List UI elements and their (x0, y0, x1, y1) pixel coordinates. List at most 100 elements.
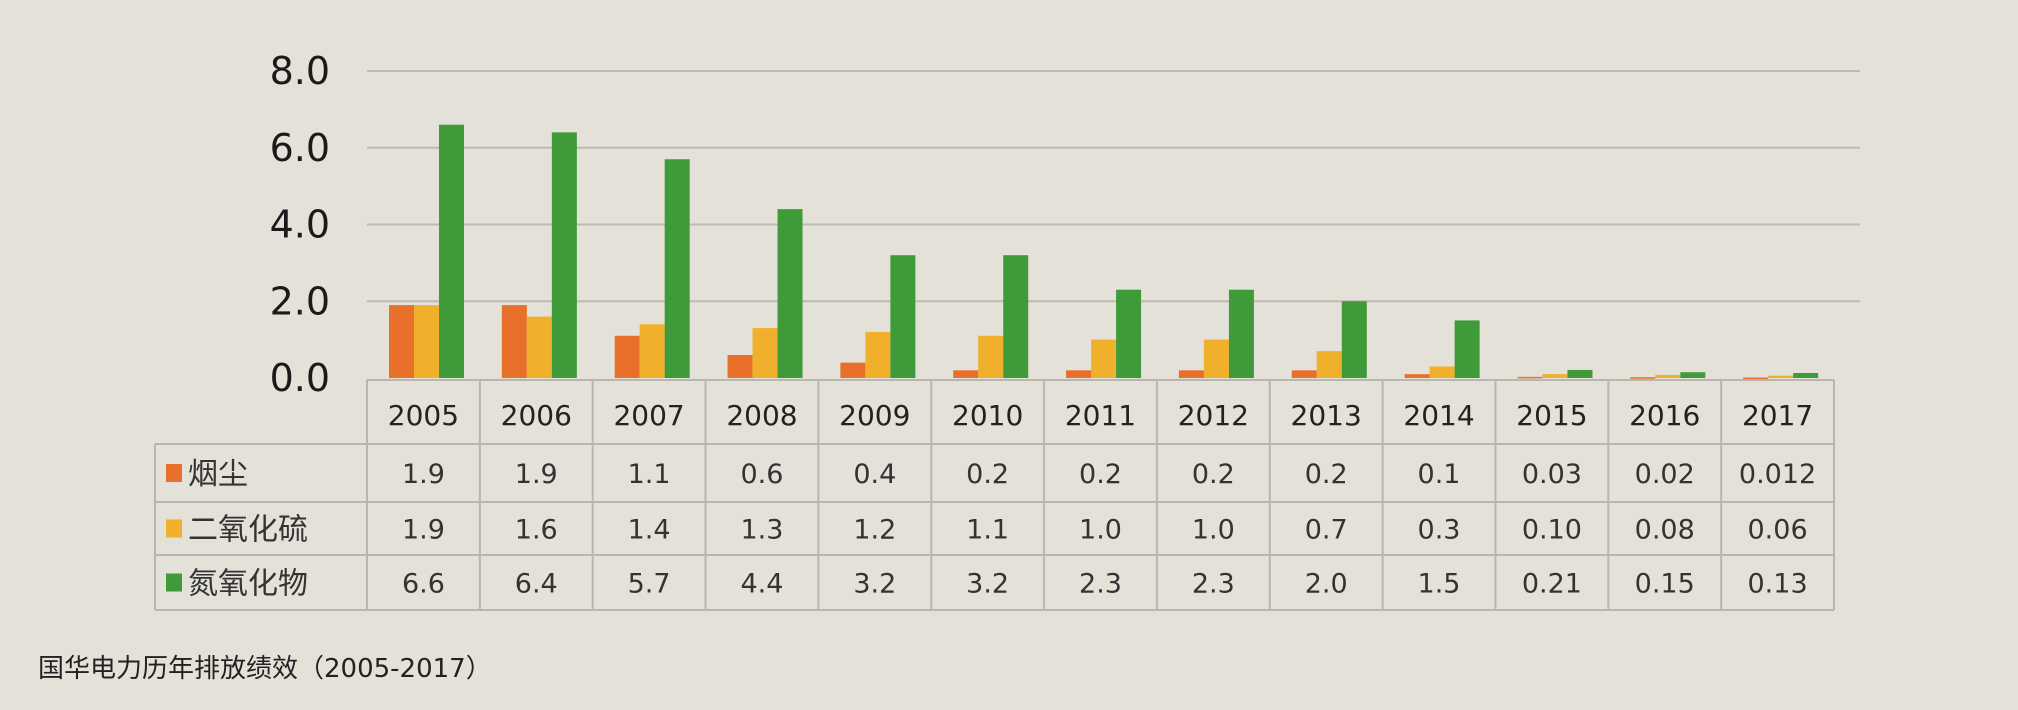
bar (1680, 372, 1706, 378)
x-category-label: 2014 (1403, 399, 1474, 432)
data-label: 6.4 (515, 569, 558, 600)
bar (501, 305, 527, 378)
bar (1291, 370, 1317, 378)
bar (1768, 375, 1794, 378)
bar (1567, 369, 1593, 378)
x-category-label: 2011 (1065, 399, 1136, 432)
bar (727, 354, 753, 378)
bar (1116, 289, 1142, 378)
data-label: 0.3 (1418, 515, 1461, 546)
data-label: 1.0 (1192, 515, 1235, 546)
bar (439, 124, 464, 378)
bar (777, 209, 803, 378)
bar (1341, 301, 1367, 378)
bar (1066, 370, 1092, 378)
data-label: 1.1 (628, 459, 671, 490)
y-tick-label: 6.0 (270, 126, 330, 170)
data-label: 3.2 (853, 569, 896, 600)
data-label: 1.4 (628, 515, 671, 546)
data-label: 1.1 (966, 515, 1009, 546)
bar (664, 159, 690, 378)
bar (840, 362, 866, 378)
data-label: 0.02 (1635, 459, 1695, 490)
x-category-label: 2015 (1516, 399, 1587, 432)
bar (1793, 373, 1819, 378)
bar (953, 370, 979, 378)
data-label: 1.9 (515, 459, 558, 490)
bar (1228, 289, 1254, 378)
data-label: 0.2 (1305, 459, 1348, 490)
data-label: 0.012 (1739, 459, 1816, 490)
bar (1542, 374, 1568, 378)
data-label: 0.10 (1522, 515, 1582, 546)
bar (1178, 370, 1204, 378)
data-label: 1.6 (515, 515, 558, 546)
data-label: 5.7 (628, 569, 671, 600)
data-label: 1.9 (402, 515, 445, 546)
data-label: 1.0 (1079, 515, 1122, 546)
data-label: 0.08 (1635, 515, 1695, 546)
data-label: 2.3 (1192, 569, 1235, 600)
bar (614, 335, 640, 378)
legend-label: 二氧化硫 (188, 513, 308, 548)
bar (389, 305, 414, 378)
data-label: 0.21 (1522, 569, 1582, 600)
data-label: 1.3 (740, 515, 783, 546)
bar (1429, 366, 1455, 378)
x-category-label: 2013 (1291, 399, 1362, 432)
bar (1517, 376, 1543, 379)
bar (1404, 374, 1430, 378)
x-category-label: 2012 (1178, 399, 1249, 432)
data-label: 0.1 (1418, 459, 1461, 490)
bar (978, 335, 1004, 378)
x-category-label: 2005 (388, 399, 459, 432)
data-label: 2.0 (1305, 569, 1348, 600)
bar (1454, 320, 1480, 378)
data-label: 1.2 (853, 515, 896, 546)
data-label: 6.6 (402, 569, 445, 600)
bar (1743, 377, 1769, 380)
bar (1091, 339, 1117, 378)
bar (865, 331, 891, 378)
x-category-label: 2017 (1742, 399, 1813, 432)
data-label: 0.06 (1748, 515, 1808, 546)
data-label: 0.2 (1192, 459, 1235, 490)
legend-swatch (166, 464, 182, 482)
data-label: 0.7 (1305, 515, 1348, 546)
bar (1655, 374, 1681, 378)
x-category-label: 2008 (726, 399, 797, 432)
x-category-label: 2016 (1629, 399, 1700, 432)
bar (551, 132, 577, 378)
bar (1316, 351, 1342, 378)
bar (639, 324, 665, 378)
data-label: 0.03 (1522, 459, 1582, 490)
data-label: 0.2 (1079, 459, 1122, 490)
bar (1003, 255, 1029, 378)
bar (414, 305, 439, 378)
y-tick-label: 8.0 (270, 49, 330, 93)
data-label: 4.4 (740, 569, 783, 600)
data-label: 0.15 (1635, 569, 1695, 600)
data-label: 2.3 (1079, 569, 1122, 600)
chart-caption: 国华电力历年排放绩效（2005-2017） (38, 654, 492, 684)
x-category-label: 2007 (613, 399, 684, 432)
y-tick-label: 0.0 (270, 356, 330, 400)
bar (526, 316, 552, 378)
legend-swatch (166, 573, 182, 592)
data-label: 0.2 (966, 459, 1009, 490)
x-category-label: 2010 (952, 399, 1023, 432)
bar (1630, 377, 1656, 379)
legend-label: 氮氧化物 (188, 567, 308, 602)
data-label: 1.5 (1418, 569, 1461, 600)
bar (890, 255, 916, 378)
data-label: 0.6 (740, 459, 783, 490)
data-label: 3.2 (966, 569, 1009, 600)
y-tick-label: 2.0 (270, 279, 330, 323)
y-tick-label: 4.0 (270, 203, 330, 247)
bar (1203, 339, 1229, 378)
data-label: 0.13 (1748, 569, 1808, 600)
legend-swatch (166, 519, 182, 538)
x-category-label: 2009 (839, 399, 910, 432)
data-label: 0.4 (853, 459, 896, 490)
